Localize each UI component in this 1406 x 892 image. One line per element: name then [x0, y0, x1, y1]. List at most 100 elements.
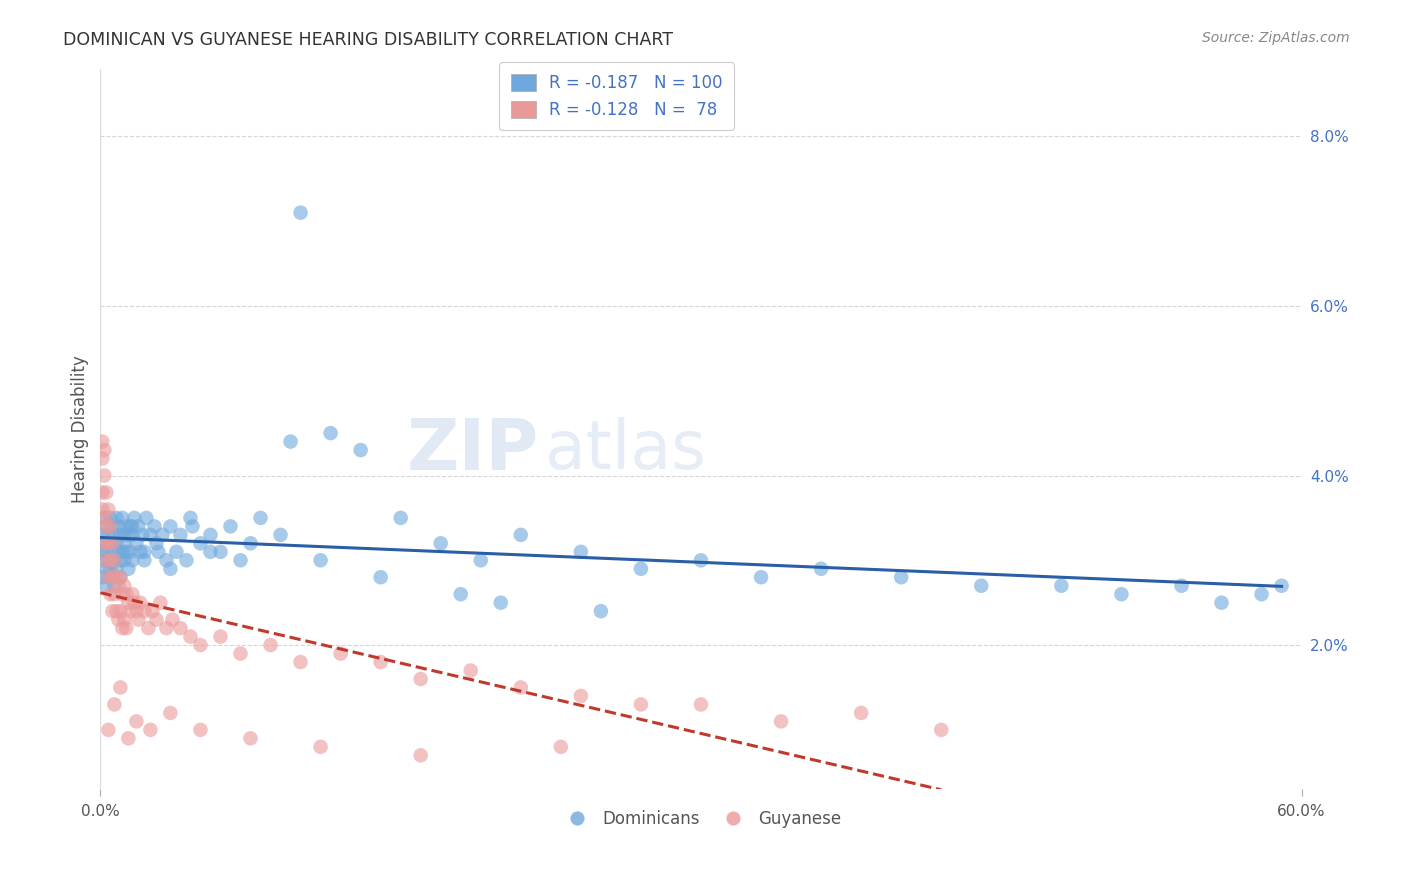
Point [110, 681, 132, 695]
Point [98, 519, 121, 533]
Text: Source: ZipAtlas.com: Source: ZipAtlas.com [1202, 31, 1350, 45]
Point [470, 553, 492, 567]
Point [134, 604, 156, 618]
Point [630, 562, 652, 576]
Point [107, 545, 129, 559]
Point [103, 553, 125, 567]
Point [690, 553, 713, 567]
Point [125, 714, 148, 729]
Point [152, 528, 174, 542]
Point [98, 562, 121, 576]
Point [110, 604, 132, 618]
Point [209, 630, 232, 644]
Point [1111, 587, 1133, 601]
Point [96, 519, 118, 533]
Point [117, 731, 139, 746]
Point [550, 739, 572, 754]
Point [96, 579, 118, 593]
Point [200, 545, 222, 559]
Point [115, 621, 138, 635]
Point [93, 511, 115, 525]
Point [229, 647, 252, 661]
Point [103, 553, 125, 567]
Point [121, 528, 143, 542]
Point [101, 519, 124, 533]
Point [101, 570, 124, 584]
Point [110, 570, 132, 584]
Text: DOMINICAN VS GUYANESE HEARING DISABILITY CORRELATION CHART: DOMINICAN VS GUYANESE HEARING DISABILITY… [63, 31, 673, 49]
Point [91, 434, 114, 449]
Point [105, 536, 128, 550]
Point [97, 553, 120, 567]
Point [91, 528, 114, 542]
Point [111, 621, 134, 635]
Point [101, 604, 124, 618]
Point [309, 739, 332, 754]
Point [155, 553, 177, 567]
Point [1250, 587, 1272, 601]
Point [127, 519, 149, 533]
Point [589, 604, 612, 618]
Point [110, 570, 132, 584]
Point [93, 553, 115, 567]
Point [107, 579, 129, 593]
Point [112, 528, 135, 542]
Point [129, 596, 152, 610]
Point [179, 511, 201, 525]
Point [169, 621, 191, 635]
Point [105, 562, 128, 576]
Point [149, 596, 172, 610]
Point [148, 545, 170, 559]
Point [389, 511, 412, 525]
Point [98, 553, 121, 567]
Point [96, 485, 118, 500]
Point [329, 647, 352, 661]
Text: atlas: atlas [544, 417, 706, 483]
Point [309, 553, 332, 567]
Point [96, 545, 118, 559]
Point [93, 536, 115, 550]
Point [115, 519, 138, 533]
Point [121, 587, 143, 601]
Point [93, 443, 115, 458]
Point [270, 528, 292, 542]
Point [229, 553, 252, 567]
Point [91, 502, 114, 516]
Point [120, 519, 142, 533]
Point [176, 553, 198, 567]
Point [91, 570, 114, 584]
Point [110, 553, 132, 567]
Point [929, 723, 952, 737]
Point [125, 604, 148, 618]
Point [810, 562, 832, 576]
Point [1271, 579, 1294, 593]
Point [97, 536, 120, 550]
Point [690, 698, 713, 712]
Point [489, 596, 512, 610]
Point [409, 748, 432, 763]
Point [115, 545, 138, 559]
Point [135, 511, 157, 525]
Point [1170, 579, 1192, 593]
Point [121, 553, 143, 567]
Point [103, 587, 125, 601]
Point [1050, 579, 1073, 593]
Point [98, 536, 121, 550]
Point [155, 621, 177, 635]
Point [111, 545, 134, 559]
Point [129, 545, 152, 559]
Point [97, 570, 120, 584]
Point [162, 613, 184, 627]
Point [239, 536, 262, 550]
Point [409, 672, 432, 686]
Point [117, 528, 139, 542]
Point [120, 604, 142, 618]
Text: ZIP: ZIP [406, 416, 538, 485]
Point [181, 519, 204, 533]
Point [124, 596, 146, 610]
Point [190, 536, 212, 550]
Point [569, 545, 592, 559]
Point [97, 570, 120, 584]
Point [107, 613, 129, 627]
Point [749, 570, 772, 584]
